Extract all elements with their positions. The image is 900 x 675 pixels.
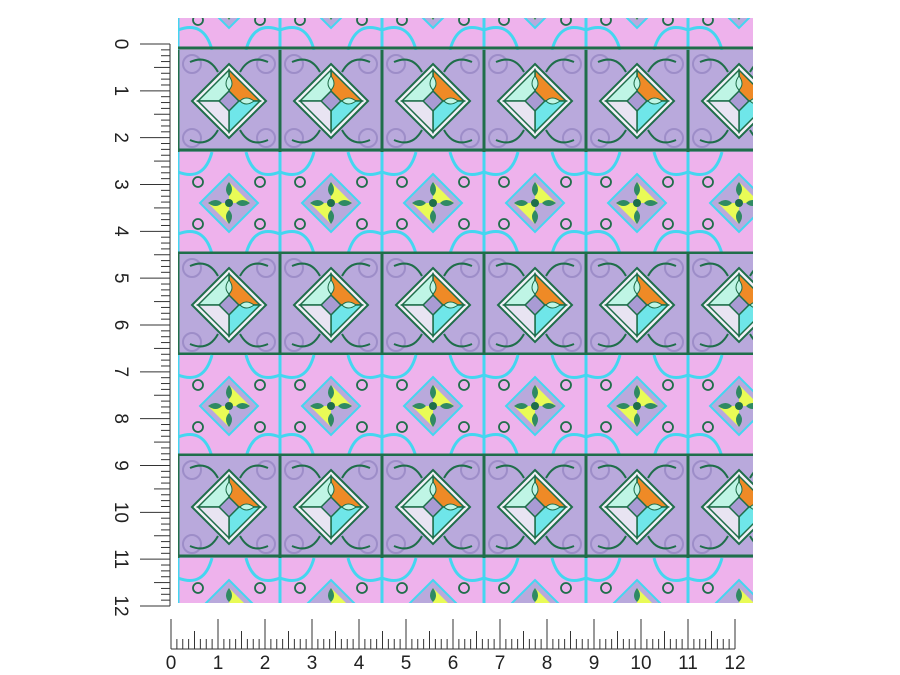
- horizontal-ruler: 0 1 2 3 4 5 6 7 8 9 10 11 12: [166, 619, 746, 674]
- ruler-label-vertical: 3: [110, 179, 131, 190]
- ruler-label-horizontal: 1: [213, 653, 224, 674]
- ruler-label-horizontal: 5: [401, 653, 412, 674]
- ruler-label-vertical: 8: [110, 413, 131, 424]
- ruler-label-vertical: 5: [110, 273, 131, 284]
- ruler-label-vertical: 7: [110, 367, 131, 378]
- ruler-label-vertical: 1: [110, 86, 131, 97]
- ruler-label-vertical: 10: [110, 502, 131, 523]
- ruler-label-horizontal: 7: [495, 653, 506, 674]
- ruler-label-vertical: 4: [110, 226, 131, 237]
- ruler-label-vertical: 11: [110, 549, 131, 569]
- ruler-label-horizontal: 4: [354, 653, 365, 674]
- ruler-label-horizontal: 2: [260, 653, 271, 674]
- ruler-label-horizontal: 12: [724, 653, 745, 674]
- ruler-label-horizontal: 6: [448, 653, 459, 674]
- ruler-label-horizontal: 9: [589, 653, 600, 674]
- ruler-label-horizontal: 11: [678, 653, 698, 674]
- ruler-label-vertical: 0: [110, 39, 131, 50]
- ruler-label-vertical: 2: [110, 132, 131, 143]
- ruler-label-horizontal: 0: [166, 653, 177, 674]
- ruler-label-horizontal: 10: [630, 653, 651, 674]
- ruler-label-vertical: 9: [110, 460, 131, 471]
- tile-pattern: [178, 18, 753, 603]
- ruler-label-horizontal: 8: [542, 653, 553, 674]
- ruler-label-vertical: 6: [110, 320, 131, 331]
- ruler-label-vertical: 12: [110, 595, 131, 616]
- ruler-label-horizontal: 3: [307, 653, 318, 674]
